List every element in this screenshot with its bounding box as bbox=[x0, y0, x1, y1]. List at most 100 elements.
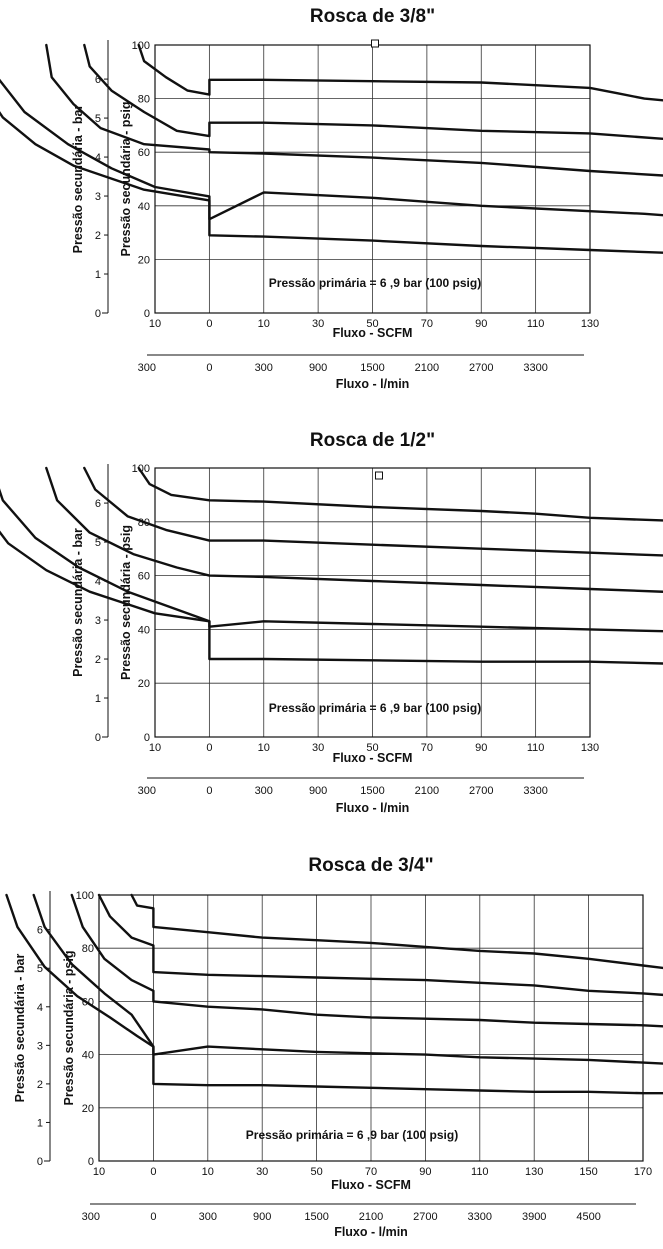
x-tick-label: 30 bbox=[312, 318, 324, 330]
x-axis-label: Fluxo - SCFM bbox=[333, 326, 413, 340]
y2-tick-label: 0 bbox=[37, 1156, 43, 1168]
series-line bbox=[83, 466, 663, 557]
y-tick-label: 60 bbox=[138, 147, 150, 159]
x2-tick-label: 1500 bbox=[360, 362, 384, 374]
x-tick-label: 10 bbox=[93, 1166, 105, 1178]
x-tick-label: 30 bbox=[256, 1166, 268, 1178]
x2-tick-label: 2700 bbox=[413, 1211, 437, 1223]
x2-tick-label: 4500 bbox=[576, 1211, 600, 1223]
x2-tick-label: 900 bbox=[253, 1211, 271, 1223]
y2-tick-label: 6 bbox=[37, 925, 43, 937]
y-tick-label: 20 bbox=[82, 1103, 94, 1115]
x2-tick-label: 300 bbox=[138, 785, 156, 797]
x2-tick-label: 300 bbox=[82, 1211, 100, 1223]
y-tick-label: 100 bbox=[76, 890, 94, 902]
x-tick-label: 70 bbox=[365, 1166, 377, 1178]
series-line bbox=[70, 893, 663, 1028]
y-tick-label: 0 bbox=[144, 308, 150, 320]
y2-tick-label: 3 bbox=[95, 615, 101, 627]
x-axis-label: Fluxo - SCFM bbox=[331, 1178, 411, 1192]
x-tick-label: 90 bbox=[475, 742, 487, 754]
x-tick-label: 10 bbox=[149, 318, 161, 330]
x-tick-label: 30 bbox=[312, 742, 324, 754]
x2-axis-label: Fluxo - l/min bbox=[334, 1225, 408, 1239]
series-line bbox=[45, 43, 663, 177]
y2-tick-label: 2 bbox=[95, 230, 101, 242]
x-tick-label: 10 bbox=[258, 318, 270, 330]
series-line bbox=[83, 43, 663, 141]
series-line bbox=[137, 43, 663, 102]
primary-pressure-annotation: Pressão primária = 6 ,9 bar (100 psig) bbox=[246, 1128, 458, 1142]
y2-tick-label: 5 bbox=[95, 537, 101, 549]
x-tick-label: 90 bbox=[475, 318, 487, 330]
y2-axis-label: Pressão secundária - bar bbox=[71, 105, 85, 254]
y-tick-label: 40 bbox=[138, 201, 150, 213]
y-tick-label: 80 bbox=[82, 943, 94, 955]
y2-tick-label: 2 bbox=[37, 1079, 43, 1091]
series-line bbox=[45, 466, 663, 593]
x2-tick-label: 900 bbox=[309, 785, 327, 797]
y-tick-label: 20 bbox=[138, 678, 150, 690]
x-tick-label: 130 bbox=[581, 742, 599, 754]
top-marker bbox=[375, 471, 383, 480]
x-tick-label: 0 bbox=[150, 1166, 156, 1178]
y2-tick-label: 1 bbox=[37, 1117, 43, 1129]
y2-tick-label: 6 bbox=[95, 74, 101, 86]
x-tick-label: 110 bbox=[471, 1166, 489, 1178]
x2-tick-label: 3300 bbox=[523, 785, 547, 797]
series-line bbox=[130, 893, 663, 970]
y-tick-label: 0 bbox=[144, 732, 150, 744]
x-tick-label: 110 bbox=[527, 742, 545, 754]
y2-tick-label: 0 bbox=[95, 308, 101, 320]
y2-axis-label: Pressão secundária - bar bbox=[71, 528, 85, 677]
x2-tick-label: 2100 bbox=[415, 362, 439, 374]
y2-tick-label: 3 bbox=[95, 191, 101, 203]
series-line bbox=[137, 466, 663, 522]
x2-tick-label: 3900 bbox=[522, 1211, 546, 1223]
x2-tick-label: 300 bbox=[255, 785, 273, 797]
x2-tick-label: 300 bbox=[255, 362, 273, 374]
x2-tick-label: 900 bbox=[309, 362, 327, 374]
x-tick-label: 170 bbox=[634, 1166, 652, 1178]
y-tick-label: 20 bbox=[138, 254, 150, 266]
y2-tick-label: 2 bbox=[95, 654, 101, 666]
x-tick-label: 110 bbox=[527, 318, 545, 330]
x-tick-label: 150 bbox=[579, 1166, 597, 1178]
series-line bbox=[32, 893, 663, 1065]
x-tick-label: 50 bbox=[366, 742, 378, 754]
y-tick-label: 100 bbox=[132, 40, 150, 52]
x2-tick-label: 0 bbox=[206, 785, 212, 797]
y2-tick-label: 1 bbox=[95, 269, 101, 281]
y2-tick-label: 4 bbox=[95, 576, 101, 588]
y2-tick-label: 5 bbox=[95, 113, 101, 125]
x-tick-label: 0 bbox=[206, 742, 212, 754]
series-line bbox=[0, 78, 663, 221]
y2-tick-label: 5 bbox=[37, 963, 43, 975]
y-tick-label: 0 bbox=[88, 1156, 94, 1168]
y2-tick-label: 4 bbox=[37, 1002, 43, 1014]
y2-tick-label: 0 bbox=[95, 732, 101, 744]
primary-pressure-annotation: Pressão primária = 6 ,9 bar (100 psig) bbox=[269, 276, 481, 290]
y2-tick-label: 6 bbox=[95, 498, 101, 510]
x-tick-label: 10 bbox=[258, 742, 270, 754]
x2-tick-label: 0 bbox=[150, 1211, 156, 1223]
x-tick-label: 130 bbox=[525, 1166, 543, 1178]
x2-tick-label: 300 bbox=[199, 1211, 217, 1223]
x2-tick-label: 2700 bbox=[469, 785, 493, 797]
y2-tick-label: 4 bbox=[95, 152, 101, 164]
series-line bbox=[0, 488, 663, 633]
x2-tick-label: 300 bbox=[138, 362, 156, 374]
chart-title: Rosca de 3/4" bbox=[308, 855, 433, 876]
x2-axis-label: Fluxo - l/min bbox=[336, 377, 410, 391]
y2-tick-label: 1 bbox=[95, 693, 101, 705]
series-line bbox=[97, 893, 663, 997]
x-tick-label: 10 bbox=[149, 742, 161, 754]
x2-tick-label: 1500 bbox=[360, 785, 384, 797]
plot-frame bbox=[98, 894, 644, 1162]
x-tick-label: 70 bbox=[421, 742, 433, 754]
y2-tick-label: 3 bbox=[37, 1040, 43, 1052]
x-tick-label: 0 bbox=[206, 318, 212, 330]
series-line bbox=[5, 893, 663, 1095]
x2-tick-label: 1500 bbox=[304, 1211, 328, 1223]
